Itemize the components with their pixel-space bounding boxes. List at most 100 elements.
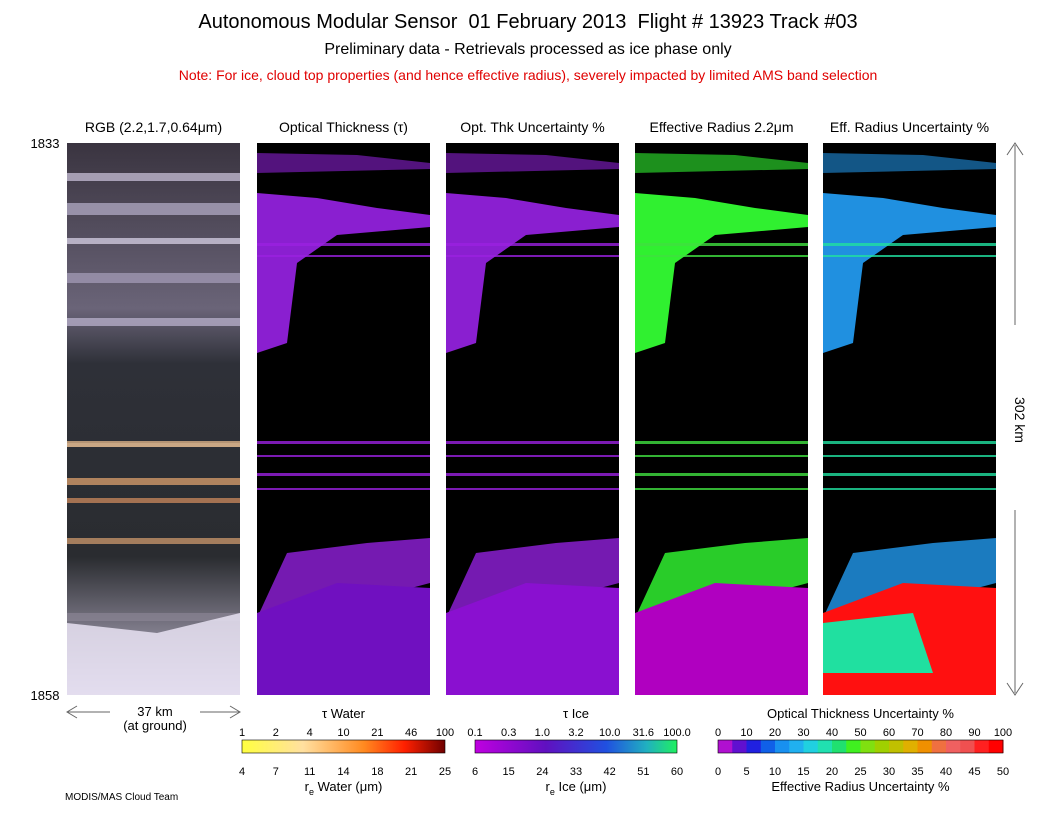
colorbar-tick-label: 15 [797,766,809,778]
colorbar-segment [760,740,776,753]
colorbar-tick-label: 100.0 [663,727,691,739]
title: Autonomous Modular Sensor 01 February 20… [198,11,857,33]
cloud [446,193,619,353]
along-track-arrow [1006,142,1024,696]
streak [635,455,808,457]
cross-track-arrow [66,705,241,719]
colorbar-segment [789,740,804,753]
streak [823,473,996,476]
colorbar-tick-label: 15 [503,766,515,778]
title-text: Ice (μm) [555,779,607,794]
symbol: r [305,779,310,794]
streak [67,538,240,544]
panel-image [823,143,996,695]
panel-title: Effective Radius 2.2μm [650,119,794,135]
colorbar-tick-label: 40 [826,727,838,739]
panel-title: RGB (2.2,1.7,0.64μm) [85,119,222,135]
credit: MODIS/MAS Cloud Team [65,792,178,803]
colorbar-tick-label: 10 [769,766,781,778]
colorbar-tick-label: 24 [536,766,548,778]
colorbar-tick-label: 21 [405,766,417,778]
colorbar-tick-label: 100 [994,727,1012,739]
bright-cloud [67,613,240,695]
streak [823,455,996,457]
colorbar-tick-label: 50 [997,766,1009,778]
streak [67,498,240,503]
colorbar-tick-label: 51 [637,766,649,778]
streak [67,478,240,485]
colorbar-tick-label: 1.0 [535,727,550,739]
colorbar-bottom-title: re Water (μm) [305,779,383,797]
streak [823,243,996,246]
cross-track-label: 37 km [137,704,172,719]
streak [446,455,619,457]
cloud [823,613,933,673]
cloud [635,193,808,353]
panel-title: Opt. Thk Uncertainty % [460,119,604,135]
streak [257,255,430,257]
streak [446,473,619,476]
colorbar-tick-label: 100 [436,727,454,739]
time-end: 1858 [31,688,60,703]
colorbar-tick-label: 5 [743,766,749,778]
colorbar-tick-label: 40 [940,766,952,778]
colorbar-tick-label: 0.3 [501,727,516,739]
streak [67,203,240,215]
streak [67,318,240,326]
streak [446,255,619,257]
cloud [446,583,619,695]
symbol: r [546,779,551,794]
colorbar-segment [803,740,819,753]
streak [635,243,808,246]
colorbar-tick-label: 1 [239,727,245,739]
panel-title: Eff. Radius Uncertainty % [830,119,989,135]
streak [67,613,240,621]
colorbar-segment [903,740,918,753]
cloud [635,153,808,173]
colorbar-tick-label: 11 [304,766,315,778]
streak [67,173,240,181]
subscript: e [309,787,314,797]
colorbar-tick-label: 46 [405,727,417,739]
streak [823,488,996,490]
colorbar-tick-label: 6 [472,766,478,778]
panel-image [635,143,808,695]
streak [823,255,996,257]
panel-image [446,143,619,695]
subtitle: Preliminary data - Retrievals processed … [324,41,731,58]
colorbar-tick-label: 25 [854,766,866,778]
colorbar-segment [832,740,847,753]
colorbar-tick-label: 80 [940,727,952,739]
colorbar-tick-label: 35 [911,766,923,778]
colorbar-top-title: Optical Thickness Uncertainty % [767,706,954,721]
colorbar-tick-label: 25 [439,766,451,778]
colorbar-segment [817,740,833,753]
colorbar-tick-label: 70 [911,727,923,739]
colorbar-segment [775,740,790,753]
colorbar-tick-label: 30 [883,766,895,778]
cross-track-note: (at ground) [123,718,187,733]
colorbar [475,740,677,753]
streak [635,441,808,444]
streak [257,488,430,490]
colorbar-tick-label: 18 [371,766,383,778]
colorbar-tick-label: 2 [273,727,279,739]
streak [446,441,619,444]
colorbar-segment [860,740,876,753]
title-text: Water (μm) [314,779,382,794]
streak [257,441,430,444]
cloud [823,153,996,173]
cloud [257,193,430,353]
cloud [257,583,430,695]
panel-image [257,143,430,695]
colorbar-tick-label: 33 [570,766,582,778]
streak [257,455,430,457]
colorbar-tick-label: 21 [371,727,383,739]
colorbar-frame [474,739,678,754]
colorbar-segment [946,740,961,753]
colorbar-tick-label: 60 [883,727,895,739]
streak [446,243,619,246]
colorbar-tick-label: 31.6 [633,727,654,739]
cloud [823,193,996,353]
colorbar [242,740,445,753]
